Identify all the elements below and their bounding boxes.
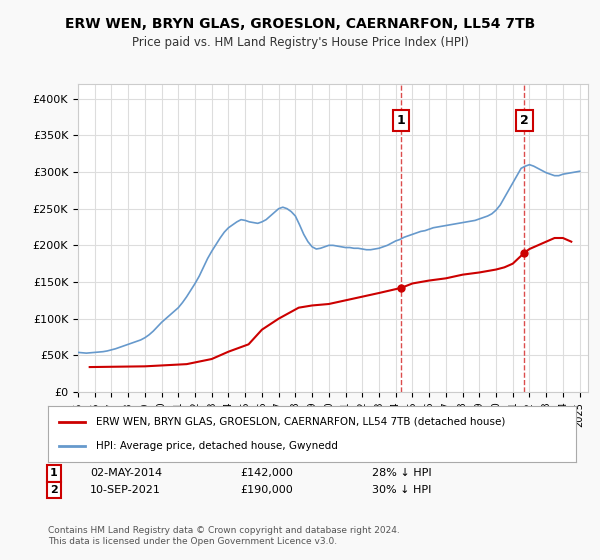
Text: ERW WEN, BRYN GLAS, GROESLON, CAERNARFON, LL54 7TB (detached house): ERW WEN, BRYN GLAS, GROESLON, CAERNARFON… <box>95 417 505 427</box>
Text: £190,000: £190,000 <box>240 485 293 495</box>
Text: ERW WEN, BRYN GLAS, GROESLON, CAERNARFON, LL54 7TB: ERW WEN, BRYN GLAS, GROESLON, CAERNARFON… <box>65 17 535 31</box>
Text: £142,000: £142,000 <box>240 468 293 478</box>
Text: 02-MAY-2014: 02-MAY-2014 <box>90 468 162 478</box>
Text: 28% ↓ HPI: 28% ↓ HPI <box>372 468 431 478</box>
Text: 2: 2 <box>520 114 529 127</box>
Text: Price paid vs. HM Land Registry's House Price Index (HPI): Price paid vs. HM Land Registry's House … <box>131 36 469 49</box>
Text: Contains HM Land Registry data © Crown copyright and database right 2024.
This d: Contains HM Land Registry data © Crown c… <box>48 526 400 546</box>
Text: 10-SEP-2021: 10-SEP-2021 <box>90 485 161 495</box>
Text: HPI: Average price, detached house, Gwynedd: HPI: Average price, detached house, Gwyn… <box>95 441 337 451</box>
Text: 30% ↓ HPI: 30% ↓ HPI <box>372 485 431 495</box>
Text: 1: 1 <box>50 468 58 478</box>
Text: 1: 1 <box>397 114 406 127</box>
Text: 2: 2 <box>50 485 58 495</box>
